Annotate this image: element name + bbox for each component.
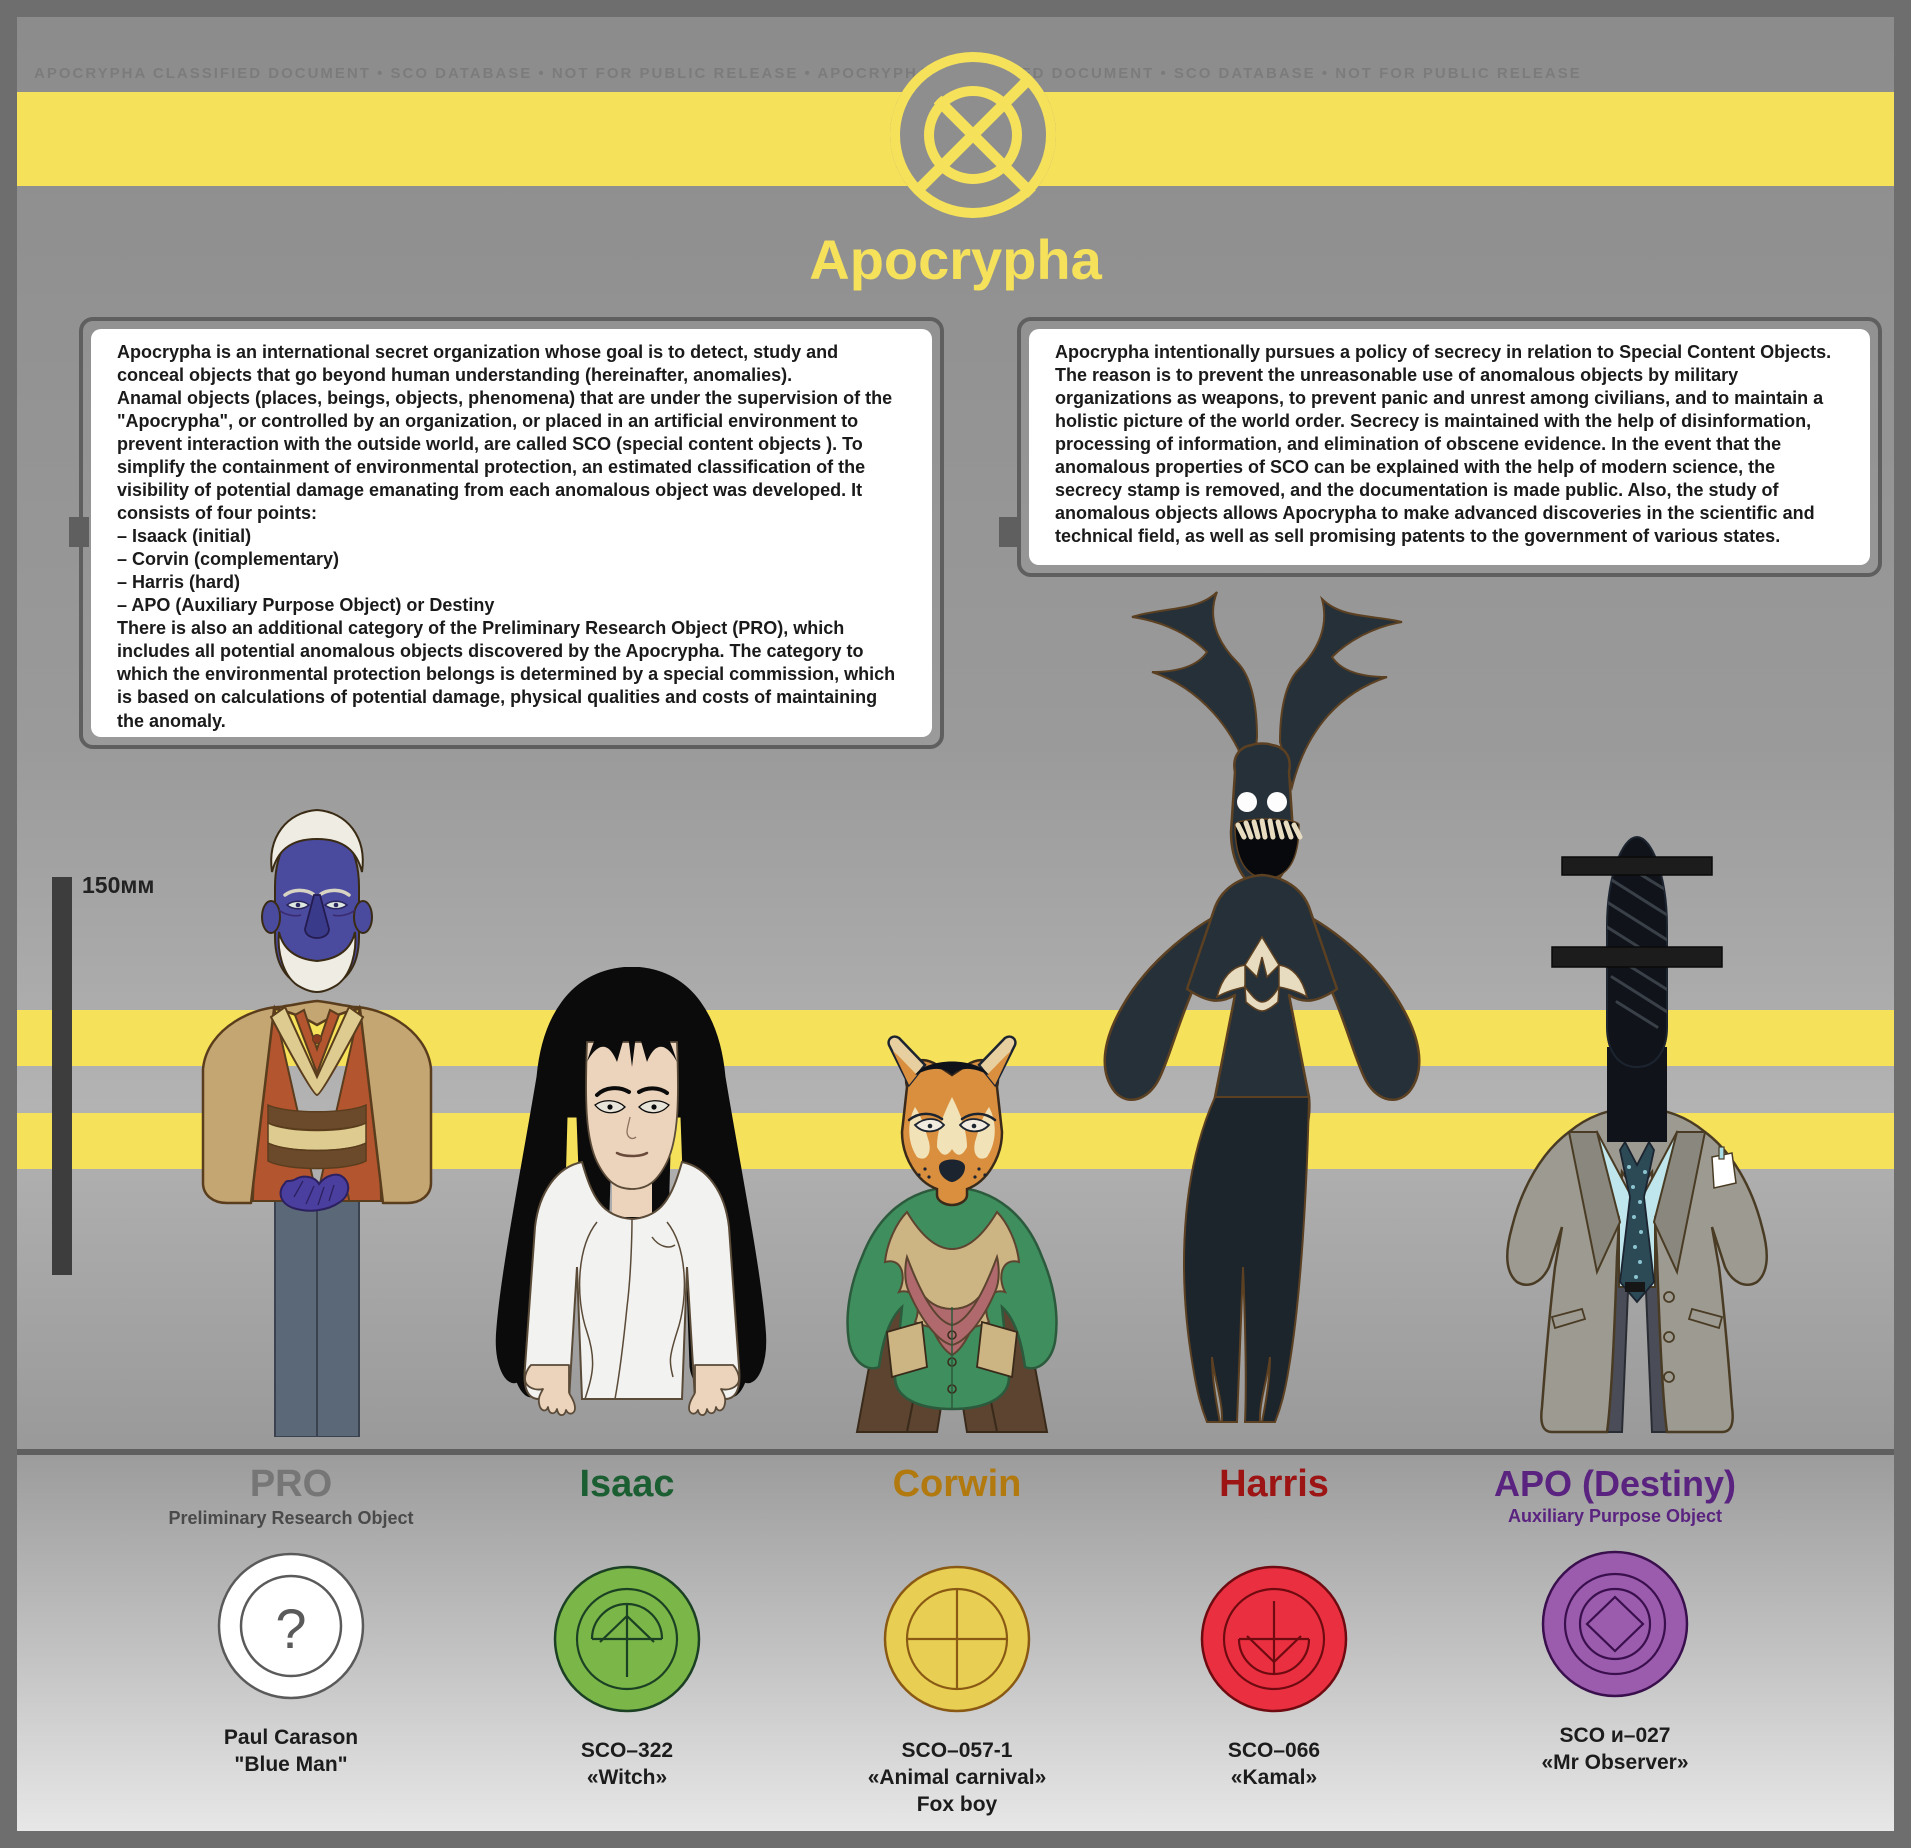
svg-text:?: ? <box>275 1597 306 1660</box>
